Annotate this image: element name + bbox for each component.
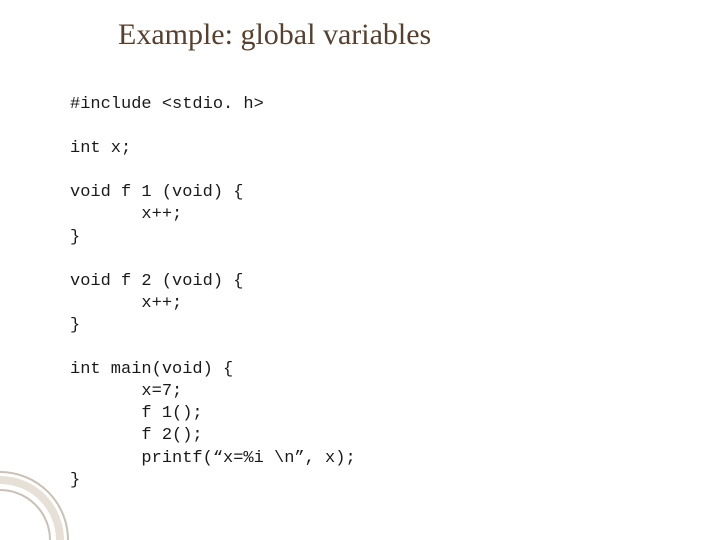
slide-title: Example: global variables — [118, 18, 431, 52]
slide: Example: global variables #include <stdi… — [0, 0, 720, 540]
title-text: Example: global variables — [118, 18, 431, 51]
code-block: #include <stdio. h> int x; void f 1 (voi… — [70, 94, 356, 492]
